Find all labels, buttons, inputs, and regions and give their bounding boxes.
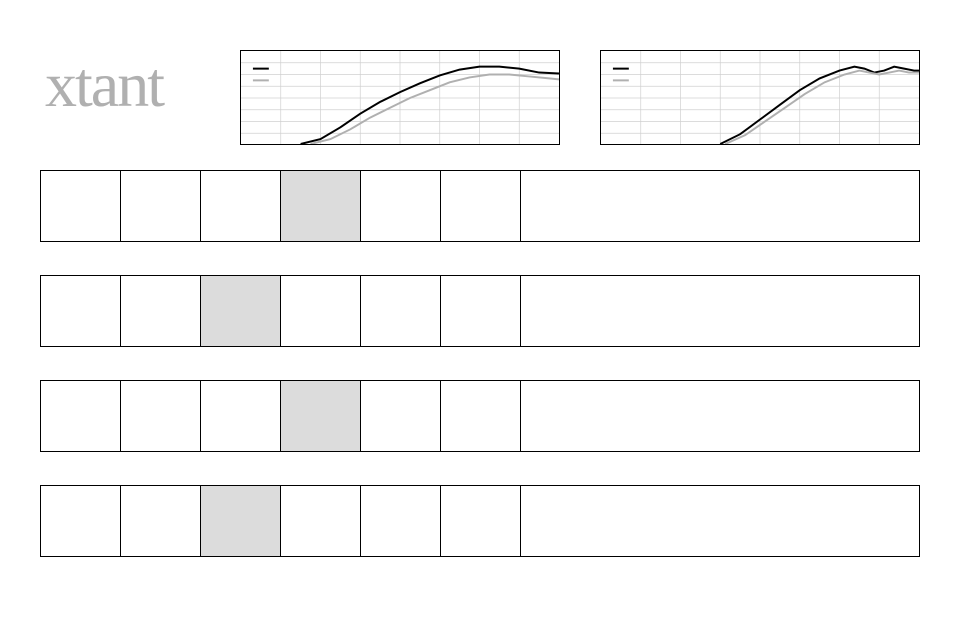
spec-cell-highlight: [201, 486, 281, 556]
spec-cell: [361, 486, 441, 556]
brand-logo: xtant: [45, 48, 163, 122]
spec-cell: [201, 381, 281, 451]
spec-cell: [361, 381, 441, 451]
spec-cell: [281, 276, 361, 346]
spec-cell: [201, 171, 281, 241]
spec-cell-wide: [521, 171, 919, 241]
spec-cell-highlight: [281, 381, 361, 451]
spec-cell: [41, 381, 121, 451]
spec-cell: [361, 276, 441, 346]
spec-row: [40, 170, 920, 242]
spec-cell: [441, 276, 521, 346]
spec-cell: [121, 381, 201, 451]
spec-cell: [281, 486, 361, 556]
spec-cell: [121, 486, 201, 556]
spec-cell-wide: [521, 381, 919, 451]
spec-cell-highlight: [281, 171, 361, 241]
spec-cell: [441, 381, 521, 451]
spec-cell: [121, 276, 201, 346]
spec-cell: [441, 486, 521, 556]
spec-cell-wide: [521, 486, 919, 556]
spec-row: [40, 380, 920, 452]
spec-cell-highlight: [201, 276, 281, 346]
spec-cell: [41, 276, 121, 346]
spec-cell: [41, 171, 121, 241]
spec-cell: [441, 171, 521, 241]
spec-cell: [121, 171, 201, 241]
spec-cell-wide: [521, 276, 919, 346]
spec-row: [40, 275, 920, 347]
spec-row: [40, 485, 920, 557]
response-chart-1: [240, 50, 560, 145]
spec-cell: [41, 486, 121, 556]
response-chart-2: [600, 50, 920, 145]
spec-cell: [361, 171, 441, 241]
